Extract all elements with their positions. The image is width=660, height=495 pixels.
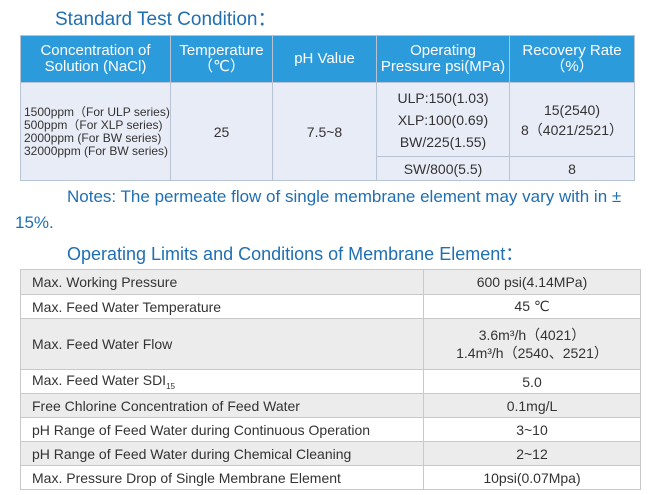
standard-test-table: Concentration of Solution (NaCl) Temperat… — [20, 35, 635, 181]
temperature-cell: 25 — [170, 82, 273, 181]
limit-value: 45 ℃ — [423, 294, 641, 319]
concentration-cell: 1500ppm（For ULP series) 500ppm（For XLP s… — [20, 82, 171, 181]
table-row: Max. Pressure Drop of Single Membrane El… — [20, 465, 641, 490]
pressure-sw-cell: SW/800(5.5) — [376, 156, 510, 181]
table-row: Max. Feed Water SDI15 5.0 — [20, 369, 641, 394]
test-table-header-row: Concentration of Solution (NaCl) Temperat… — [20, 35, 635, 83]
limit-label: Max. Working Pressure — [20, 269, 424, 295]
limit-value: 10psi(0.07Mpa) — [423, 465, 641, 490]
operating-limits-title: Operating Limits and Conditions of Membr… — [67, 244, 524, 264]
table-row: pH Range of Feed Water during Continuous… — [20, 417, 641, 442]
table-row: Max. Feed Water Temperature 45 ℃ — [20, 294, 641, 319]
table-row: SW/800(5.5) 8 — [21, 156, 635, 181]
limit-value: 5.0 — [423, 369, 641, 394]
limit-value: 3~10 — [423, 417, 641, 442]
limit-label: Free Chlorine Concentration of Feed Wate… — [20, 393, 424, 418]
table-row: 1500ppm（For ULP series) 500ppm（For XLP s… — [20, 82, 635, 181]
table-row: Max. Feed Water Flow 3.6m³/h（4021） 1.4m³… — [20, 318, 641, 370]
standard-test-title: Standard Test Condition： — [55, 9, 277, 30]
pressure-cell: ULP:150(1.03) XLP:100(0.69) BW/225(1.55) — [376, 82, 510, 157]
header-concentration: Concentration of Solution (NaCl) — [20, 35, 171, 83]
recovery-cell: 15(2540) 8（4021/2521） — [509, 82, 635, 157]
limit-label: pH Range of Feed Water during Continuous… — [20, 417, 424, 442]
header-temperature: Temperature （℃） — [170, 35, 273, 83]
limit-value: 3.6m³/h（4021） 1.4m³/h（2540、2521） — [423, 318, 641, 370]
header-pressure: Operating Pressure psi(MPa) — [376, 35, 510, 83]
header-recovery: Recovery Rate （%） — [509, 35, 635, 83]
ph-cell: 7.5~8 — [272, 82, 377, 181]
limit-label: Max. Pressure Drop of Single Membrane El… — [20, 465, 424, 490]
limit-label: Max. Feed Water SDI15 — [20, 369, 424, 394]
notes-text: Notes: The permeate flow of single membr… — [15, 187, 622, 232]
limit-label: pH Range of Feed Water during Chemical C… — [20, 441, 424, 466]
limit-label: Max. Feed Water Temperature — [20, 294, 424, 319]
table-row: Free Chlorine Concentration of Feed Wate… — [20, 393, 641, 418]
limit-label: Max. Feed Water Flow — [20, 318, 424, 370]
limit-value: 2~12 — [423, 441, 641, 466]
table-row: Max. Working Pressure 600 psi(4.14MPa) — [20, 269, 641, 295]
limit-value: 600 psi(4.14MPa) — [423, 269, 641, 295]
operating-limits-table: Max. Working Pressure 600 psi(4.14MPa) M… — [20, 269, 641, 490]
header-ph: pH Value — [272, 35, 377, 83]
recovery-sw-cell: 8 — [509, 156, 635, 181]
limit-value: 0.1mg/L — [423, 393, 641, 418]
table-row: pH Range of Feed Water during Chemical C… — [20, 441, 641, 466]
